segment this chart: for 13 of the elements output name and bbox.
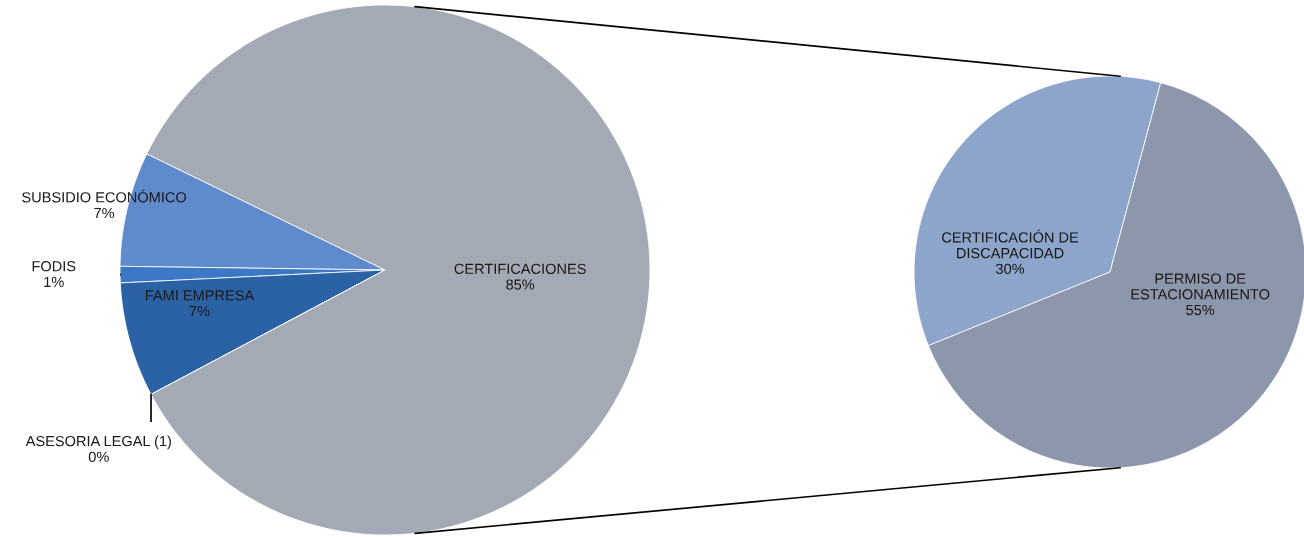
slice-label: CERTIFICACIÓN DE DISCAPACIDAD bbox=[942, 229, 1079, 259]
slice-label: FAMI EMPRESA bbox=[146, 290, 255, 301]
slice-label: PERMISO DE ESTACIONAMIENTO bbox=[1131, 273, 1270, 300]
data-label: 1% bbox=[44, 276, 64, 288]
data-label: 30% bbox=[996, 263, 1025, 274]
text: 0% bbox=[88, 451, 109, 462]
slice-label: CERTIFICACIONES bbox=[454, 263, 586, 275]
data-label: 7% bbox=[189, 305, 210, 317]
legend-label: ASESORIA LEGAL (1) bbox=[25, 435, 171, 450]
data-label: 7% bbox=[94, 207, 115, 219]
data-label: 85% bbox=[506, 279, 535, 290]
slice-label: FODIS bbox=[32, 261, 76, 272]
data-label: 55% bbox=[1186, 304, 1215, 316]
